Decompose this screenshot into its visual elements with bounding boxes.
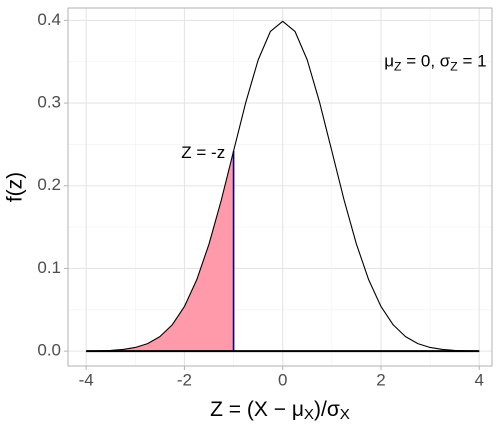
density-curve [86,20,480,352]
subscript: Z [450,60,458,74]
y-tick-label: 0.3 [37,93,61,112]
text-part: Z = (X − μ [210,398,304,421]
text-part: = 0, σ [401,52,450,71]
text-part: = 1 [458,52,487,71]
y-tick-label: 0.1 [37,258,61,277]
plot-border [67,7,493,367]
shaded-area [86,151,234,352]
x-tick-label: 2 [376,370,385,389]
x-axis-title: Z = (X − μX)/σX [210,398,350,423]
y-axis-title: f(z) [4,172,27,202]
subscript: X [340,406,350,423]
y-tick-label: 0.4 [37,10,61,29]
y-tick-label: 0.0 [37,341,61,360]
x-tick-label: -2 [177,370,192,389]
y-tick-label: 0.2 [37,175,61,194]
subscript: X [304,406,314,423]
x-tick-label: -4 [79,370,94,389]
annotation: μZ = 0, σZ = 1 [384,52,486,74]
x-tick-label: 4 [474,370,483,389]
text-part: )/σ [314,398,340,421]
subscript: Z [394,60,402,74]
x-tick-label: 0 [278,370,287,389]
annotation: Z = -z [181,143,225,162]
plot-panel [68,8,492,366]
text-part: μ [384,52,394,71]
